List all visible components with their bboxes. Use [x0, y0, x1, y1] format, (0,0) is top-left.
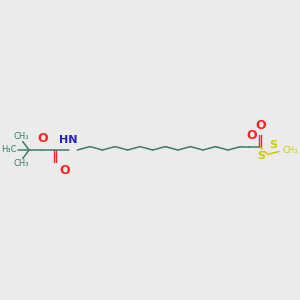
Text: O: O — [256, 119, 266, 132]
Text: O: O — [37, 132, 48, 145]
Text: O: O — [59, 164, 70, 176]
Text: S: S — [270, 140, 278, 149]
Text: H₃C: H₃C — [1, 146, 16, 154]
Text: CH₃: CH₃ — [14, 160, 29, 169]
Text: O: O — [246, 129, 256, 142]
Text: CH₃: CH₃ — [14, 131, 29, 140]
Text: S: S — [257, 152, 265, 161]
Text: HN: HN — [59, 135, 78, 145]
Text: CH₃: CH₃ — [282, 146, 298, 155]
